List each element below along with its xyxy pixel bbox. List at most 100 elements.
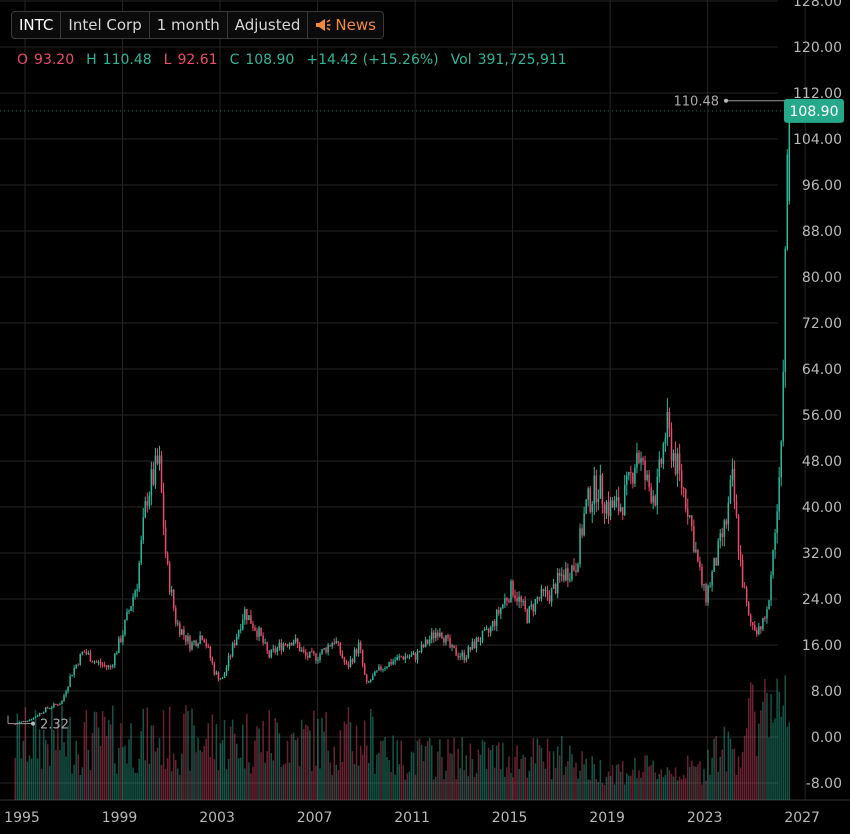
volume-bar — [475, 773, 478, 800]
candle-body — [467, 646, 470, 658]
volume-bar — [225, 769, 228, 800]
volume-bar — [296, 737, 299, 800]
volume-bar — [782, 705, 784, 800]
candle-body — [179, 623, 181, 635]
volume-bar — [613, 784, 616, 800]
candle-body — [705, 584, 707, 603]
volume-bar — [737, 756, 740, 800]
volume-bar — [65, 756, 67, 800]
volume-bar — [605, 776, 608, 800]
candle-body — [195, 640, 197, 647]
candle-body — [764, 617, 766, 619]
volume-bar — [209, 757, 212, 800]
volume-bar — [585, 758, 587, 800]
volume-bar — [233, 733, 236, 800]
volume-bar — [609, 775, 612, 800]
news-button[interactable]: News — [308, 12, 383, 38]
candle-body — [158, 455, 161, 464]
candle-body — [502, 604, 504, 609]
candle-body — [780, 441, 782, 478]
candle-body — [487, 629, 490, 633]
symbol-button[interactable]: INTC — [12, 12, 62, 38]
candle-body — [335, 641, 338, 644]
candle-body — [242, 619, 244, 630]
volume-bar — [656, 778, 659, 800]
candle-body — [302, 649, 305, 652]
candle-body — [280, 642, 283, 651]
candle-body — [646, 474, 648, 480]
candle-body — [81, 651, 84, 654]
volume-bar — [264, 762, 266, 800]
candle-body — [715, 558, 717, 566]
volume-bar — [246, 714, 248, 800]
volume-bar — [77, 754, 79, 800]
y-tick-label: 32.00 — [802, 546, 842, 562]
candle-body — [231, 643, 234, 657]
candle-body — [156, 455, 159, 464]
candle-body — [534, 599, 537, 612]
candle-body — [107, 666, 110, 668]
candle-body — [193, 640, 195, 643]
volume-bar — [307, 725, 309, 800]
volume-bar — [508, 756, 510, 800]
adjustment-button[interactable]: Adjusted — [228, 12, 309, 38]
volume-bar — [382, 740, 384, 800]
candle-body — [42, 712, 45, 714]
volume-bar — [107, 720, 110, 800]
volume-bar — [122, 747, 124, 800]
candle-body — [172, 589, 175, 609]
volume-bar — [168, 706, 171, 800]
volume-bar — [733, 748, 736, 800]
volume-bar — [485, 769, 488, 800]
volume-bar — [481, 739, 484, 800]
volume-bar — [67, 726, 69, 800]
candle-body — [449, 638, 451, 648]
candle-body — [770, 575, 772, 601]
candle-body — [122, 634, 124, 643]
volume-bar — [242, 724, 244, 800]
candle-body — [530, 604, 533, 607]
candle-body — [396, 657, 398, 661]
chart-header-toolbar: INTC Intel Corp 1 month Adjusted News — [11, 11, 384, 39]
volume-bar — [284, 763, 287, 800]
y-tick-label: 120.00 — [793, 40, 842, 56]
candle-body — [298, 644, 301, 652]
candle-body — [538, 597, 541, 599]
candle-body — [30, 719, 33, 721]
candle-body — [339, 642, 342, 654]
candle-body — [668, 411, 671, 429]
candle-body — [400, 656, 403, 658]
volume-bar — [134, 772, 136, 800]
volume-bar — [272, 760, 275, 800]
interval-button[interactable]: 1 month — [150, 12, 228, 38]
candle-body — [500, 608, 502, 614]
volume-bar — [699, 761, 701, 800]
candle-body — [760, 626, 762, 630]
company-name-button[interactable]: Intel Corp — [61, 12, 150, 38]
candle-body — [512, 581, 514, 596]
volume-bar — [668, 770, 671, 800]
candle-body — [491, 621, 494, 627]
volume-bar — [349, 722, 352, 800]
candle-body — [717, 541, 719, 566]
candle-body — [727, 502, 730, 525]
candle-body — [87, 653, 90, 655]
volume-bar — [156, 747, 159, 800]
y-tick-label: 128.00 — [793, 0, 842, 10]
volume-bar — [776, 678, 778, 800]
candle-body — [367, 681, 370, 683]
volume-bar — [55, 749, 57, 800]
candle-body — [162, 492, 165, 528]
x-tick-label: 2015 — [492, 810, 528, 826]
candle-body — [493, 621, 496, 626]
candle-body — [634, 467, 636, 484]
candle-body — [713, 558, 715, 572]
candle-body — [24, 720, 27, 722]
candle-body — [459, 656, 461, 658]
candle-body — [453, 645, 455, 649]
volume-bar — [597, 781, 600, 800]
volume-bar — [749, 682, 752, 800]
volume-bar — [662, 777, 665, 800]
volume-bar — [61, 705, 63, 800]
